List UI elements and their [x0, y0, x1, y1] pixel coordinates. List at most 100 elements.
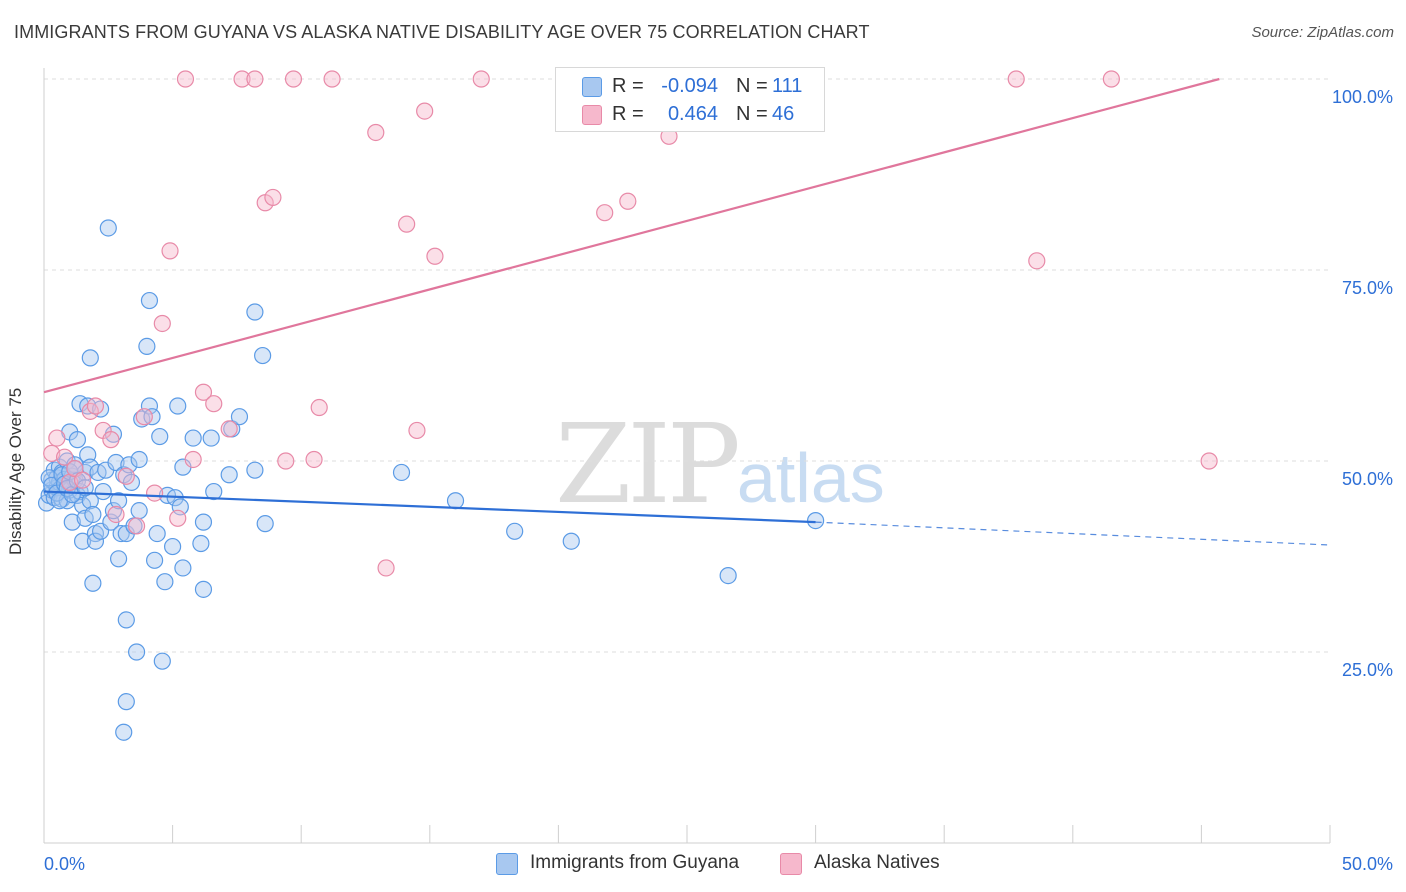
guyana-point	[107, 453, 125, 472]
guyana-point	[140, 397, 159, 415]
guyana-trend-line	[43, 490, 816, 524]
alaska-point	[55, 448, 74, 466]
alaska-point	[117, 467, 135, 485]
guyana-point	[140, 291, 159, 310]
alaska-trend-line	[43, 77, 1220, 394]
alaska-point	[184, 450, 202, 469]
guyana-point	[99, 219, 117, 237]
legend-row-guyana: R = -0.094 N = 111	[556, 73, 824, 101]
legend-r-value: 0.464	[667, 103, 718, 125]
alaska-point	[73, 471, 92, 489]
legend-n-value: 46	[772, 103, 795, 125]
guyana-point	[562, 532, 580, 550]
x-tick-label: 0.0%	[44, 854, 85, 874]
bottom-legend-swatch-alaska	[780, 853, 802, 875]
alaska-point	[284, 70, 303, 88]
y-tick-label: 25.0%	[1342, 660, 1393, 680]
guyana-point	[73, 532, 92, 550]
alaska-point	[377, 559, 395, 577]
alaska-point	[426, 247, 444, 265]
legend-r-label: R =	[612, 103, 644, 125]
stats-legend: R = -0.094 N = 111 R = 0.464 N = 46	[555, 67, 825, 132]
guyana-point	[127, 643, 146, 661]
guyana-point	[184, 429, 202, 447]
alaska-point	[305, 450, 323, 469]
alaska-point	[1200, 452, 1218, 470]
guyana-point	[81, 349, 99, 367]
guyana-point	[392, 463, 411, 482]
guyana-point	[91, 400, 110, 418]
alaska-point	[277, 452, 295, 470]
alaska-point	[145, 484, 164, 502]
y-tick-label: 75.0%	[1342, 278, 1393, 298]
guyana-point	[138, 337, 156, 355]
guyana-point	[230, 408, 249, 426]
guyana-point	[117, 693, 135, 711]
alaska-point	[233, 70, 251, 88]
watermark-atlas: atlas	[736, 439, 885, 517]
guyana-point	[254, 346, 272, 365]
guyana-point	[130, 502, 148, 520]
guyana-point	[719, 566, 737, 585]
guyana-point	[446, 492, 465, 510]
guyana-point	[109, 492, 128, 510]
guyana-point	[192, 534, 210, 553]
alaska-point	[264, 188, 282, 207]
alaska-point	[205, 395, 223, 413]
guyana-point	[86, 532, 105, 550]
alaska-point	[220, 420, 238, 438]
alaska-point	[323, 70, 341, 88]
guyana-point	[109, 550, 128, 568]
alaska-point	[43, 444, 61, 462]
guyana-point	[194, 513, 213, 531]
alaska-point	[176, 70, 195, 88]
alaska-point	[1028, 252, 1046, 270]
y-tick-label: 100.0%	[1332, 87, 1393, 107]
alaska-point	[1102, 70, 1120, 88]
guyana-point	[84, 505, 102, 524]
alaska-point	[107, 505, 125, 524]
bottom-legend-label: Immigrants from Guyana	[530, 852, 740, 873]
legend-n-label: N =	[736, 75, 768, 97]
alaska-point	[367, 123, 385, 142]
guyana-point	[169, 397, 187, 415]
alaska-point	[102, 431, 120, 449]
watermark-zip: ZIP	[555, 400, 741, 528]
guyana-trend-extension	[815, 521, 1331, 546]
guyana-point	[806, 511, 825, 530]
alaska-point	[194, 383, 213, 401]
y-tick-label: 50.0%	[1342, 469, 1393, 489]
legend-r-value: -0.094	[661, 75, 718, 97]
guyana-point	[115, 723, 133, 741]
guyana-point	[202, 429, 220, 447]
chart-title: IMMIGRANTS FROM GUYANA VS ALASKA NATIVE …	[14, 22, 870, 42]
guyana-point	[246, 303, 264, 321]
alaska-point	[619, 192, 637, 210]
guyana-point	[256, 515, 274, 533]
alaska-point	[310, 398, 328, 417]
legend-swatch-alaska	[582, 105, 602, 125]
guyana-point	[133, 410, 151, 428]
guyana-point	[76, 509, 94, 527]
guyana-point	[156, 573, 174, 591]
guyana-point	[220, 466, 238, 484]
guyana-point	[164, 537, 182, 556]
alaska-point	[86, 397, 105, 415]
guyana-point	[68, 431, 87, 449]
guyana-point	[117, 611, 135, 629]
guyana-point	[145, 551, 164, 569]
alaska-point	[169, 509, 187, 527]
alaska-point	[1007, 70, 1025, 88]
legend-r-label: R =	[612, 75, 644, 97]
guyana-point	[174, 559, 192, 577]
bottom-legend-swatch-guyana	[496, 853, 518, 875]
guyana-point	[153, 652, 171, 670]
legend-swatch-guyana	[582, 77, 602, 97]
legend-n-value: 111	[772, 75, 803, 97]
guyana-point	[194, 580, 213, 598]
bottom-legend-label: Alaska Natives	[814, 852, 940, 873]
alaska-point	[596, 204, 614, 222]
alaska-point	[398, 215, 416, 233]
guyana-point	[246, 461, 264, 479]
